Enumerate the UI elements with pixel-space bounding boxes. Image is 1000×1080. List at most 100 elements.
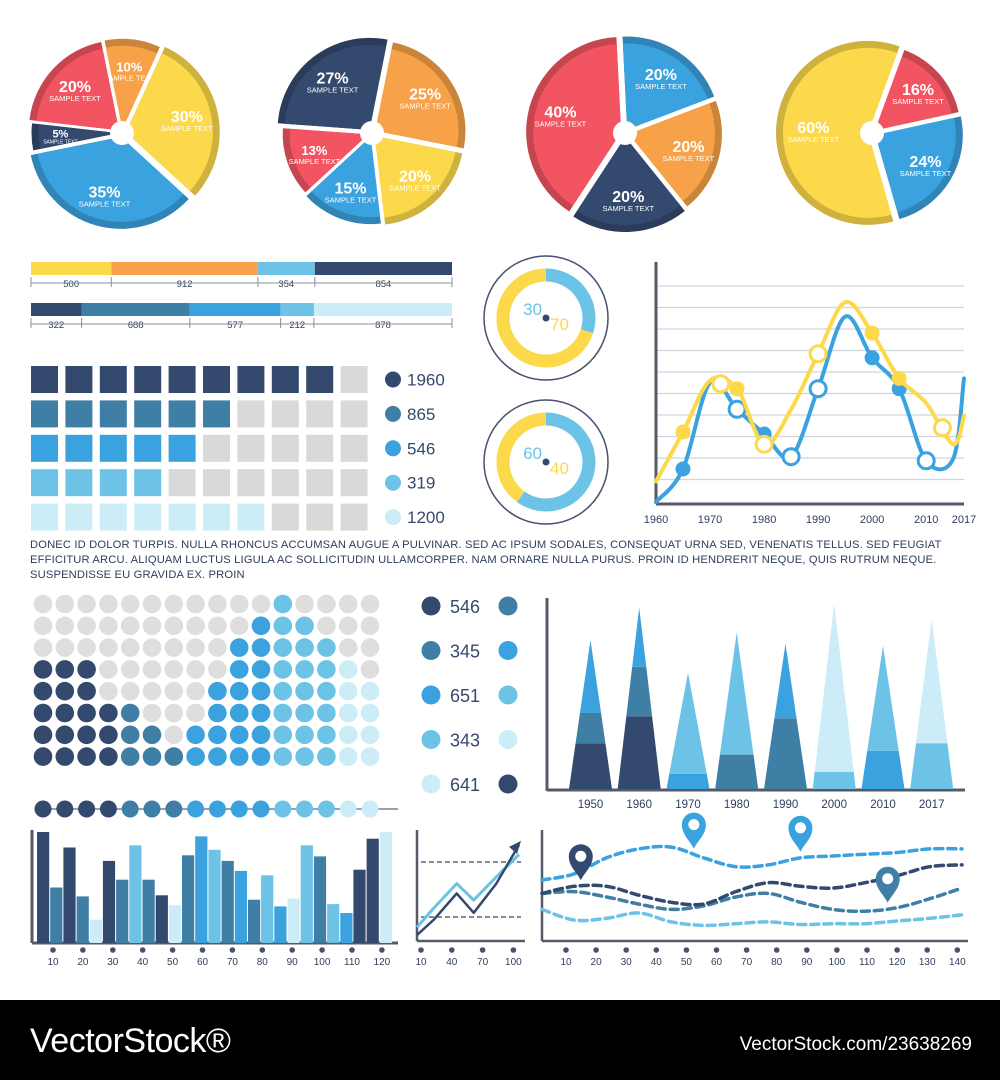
x-tick-dot [653,947,660,953]
pie-slice-face [622,43,708,130]
histogram-bar [89,919,102,943]
progress-dot [317,800,335,818]
donut-segment [496,268,594,368]
dot-empty [251,594,271,614]
x-tick-label: 140 [949,957,966,968]
histogram-bar [300,845,313,943]
histogram-bar [327,904,340,943]
pie-slice-face [875,56,952,131]
triangle-band [632,607,647,667]
bar-segment [257,262,315,275]
dot-empty [142,703,162,723]
histogram-bar [287,898,300,943]
dot-empty [99,681,118,701]
map-pin-hole [688,819,700,831]
legend-dot [385,509,401,526]
x-tick-label: 120 [889,957,906,968]
x-tick-dot [349,947,355,953]
pie-center-hole [360,121,384,145]
x-tick-dot [479,947,486,953]
bar-segment-label: 878 [375,320,391,331]
histogram-bar [208,849,221,943]
map-pin-icon [568,844,593,881]
x-tick-dot [743,947,750,953]
x-tick-label: 10 [47,957,59,968]
donut-center-dot [542,314,550,322]
line-series-blue [654,314,966,504]
pie-slice-subtext: SAMPLE TEXT [663,154,715,163]
line-marker [754,434,774,454]
dot-empty [142,594,162,614]
pie-slice-face [125,53,213,191]
pie-slice-label: 16% [902,82,934,99]
histogram-bar [340,913,353,943]
triangle-band [910,743,954,789]
dot-empty [120,638,140,657]
dot-filled [77,660,96,679]
pie-slice-label: 15% [335,180,367,197]
waffle-cell-filled [203,366,230,393]
x-tick-label: 30 [107,957,119,968]
line-marker [932,418,952,438]
triangle-band [569,743,612,789]
progress-dot [56,800,74,818]
legend-dot-right [498,641,518,660]
dot-filled [77,681,96,701]
x-tick-label: 2000 [821,799,847,811]
pie-center-hole [860,121,884,145]
progress-dot [143,800,161,818]
legend-value: 651 [450,686,480,706]
dot-empty [120,681,140,701]
dot-filled [338,747,358,766]
pie-slice-label: 24% [909,154,941,171]
dot-empty [186,638,205,657]
dot-empty [186,616,205,636]
x-tick-label: 20 [591,957,603,968]
pie-slice-label: 20% [399,169,431,186]
dot-empty [55,616,75,636]
line-marker [864,325,880,341]
triangle-band [669,672,707,774]
dot-filled [338,725,358,745]
dot-filled [295,703,314,723]
bar-segment-label: 322 [48,320,64,331]
bar-segment [314,262,452,275]
pie-slice-face [577,137,681,226]
legend-dot-right [498,774,518,794]
legend-dot-left [421,596,441,616]
x-tick-label: 1950 [578,799,604,811]
dot-filled [142,747,162,766]
waffle-cell-empty [340,366,368,393]
bar-segment-label: 500 [63,279,79,290]
dot-empty [338,638,358,657]
triangle-band [861,750,905,789]
waffle-cell-filled [134,366,162,393]
pie-slice-subtext: SAMPLE TEXT [79,200,131,209]
progress-dot [274,800,292,818]
dot-empty [142,681,162,701]
pie-slice-5: 13%SAMPLE TEXT [282,128,369,193]
dot-filled [273,681,293,701]
triangle-band [812,771,856,789]
pie-slice-label: 13% [301,143,327,158]
histogram-bar [168,905,182,943]
progress-dot [230,800,248,818]
dot-empty [77,616,96,636]
histogram-bar [116,879,129,943]
dot-filled [251,638,271,657]
bar-segment [31,303,82,316]
bar-segment [280,303,314,316]
dot-empty [186,660,205,679]
histogram-chart: 10 20 30 40 50 60 70 80 90 100 110 120 [30,830,398,968]
pie-slice-label: 10% [116,60,142,75]
dot-filled [55,681,75,701]
small-trend-chart: 10 40 70 100 [415,830,525,968]
waffle-cell-filled [99,503,127,531]
waffle-cell-empty [340,434,368,462]
dot-empty [99,594,118,614]
x-tick-dot [289,947,296,953]
dashed-route-navy [540,863,964,907]
pie-slice-face [375,49,459,148]
